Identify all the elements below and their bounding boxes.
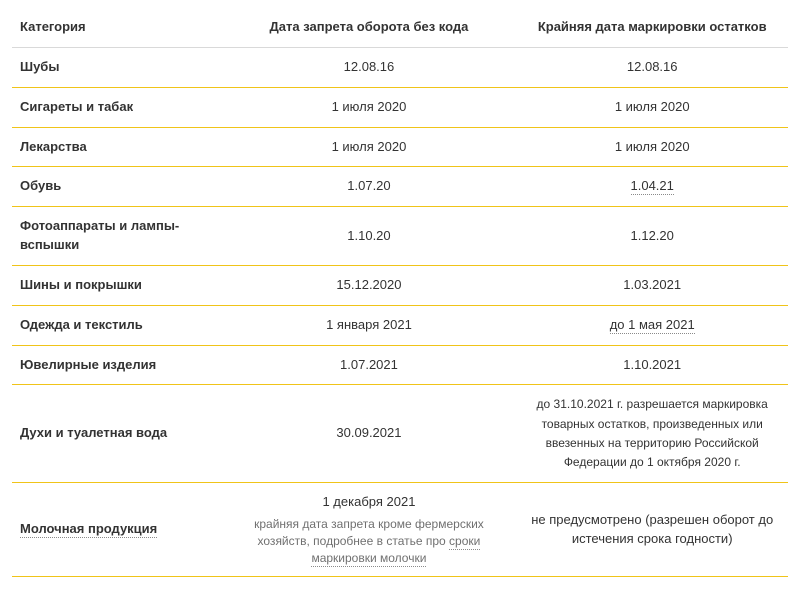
table-row: Одежда и текстиль1 января 2021 до 1 мая 2… xyxy=(12,305,788,345)
cell-deadline: до 1 мая 2021 xyxy=(516,305,788,345)
cell-deadline: 1.12.20 xyxy=(516,207,788,266)
cell-deadline: 12.08.16 xyxy=(516,47,788,87)
cell-category: Лекарства xyxy=(12,127,222,167)
cell-ban-date: 30.09.2021 xyxy=(222,385,517,483)
cell-ban-date: 1 июля 2020 xyxy=(222,87,517,127)
deadline-link[interactable]: до 1 мая 2021 xyxy=(610,317,695,334)
cell-deadline: 1.03.2021 xyxy=(516,265,788,305)
cell-deadline: не предусмотрено (разрешен оборот до ист… xyxy=(516,483,788,577)
table-header-row: Категория Дата запрета оборота без кода … xyxy=(12,8,788,47)
table-row: Обувь1.07.20 1.04.21 xyxy=(12,167,788,207)
cell-ban-date: 1.07.2021 xyxy=(222,345,517,385)
cell-category: Фотоаппараты и лампы-вспышки xyxy=(12,207,222,266)
cell-ban-date: 15.12.2020 xyxy=(222,265,517,305)
marking-deadlines-table-wrap: Категория Дата запрета оборота без кода … xyxy=(0,0,800,593)
table-row: Лекарства1 июля 20201 июля 2020 xyxy=(12,127,788,167)
table-row: Ювелирные изделия1.07.20211.10.2021 xyxy=(12,345,788,385)
table-row-dairy: Молочная продукция 1 декабря 2021 крайняя … xyxy=(12,483,788,577)
table-row: Фотоаппараты и лампы-вспышки1.10.201.12.… xyxy=(12,207,788,266)
header-category: Категория xyxy=(12,8,222,47)
cell-ban-date: 1.10.20 xyxy=(222,207,517,266)
header-ban-date: Дата запрета оборота без кода xyxy=(222,8,517,47)
cell-category: Шубы xyxy=(12,47,222,87)
cell-category: Ювелирные изделия xyxy=(12,345,222,385)
category-link[interactable]: Молочная продукция xyxy=(20,521,157,538)
table-row: Шины и покрышки15.12.20201.03.2021 xyxy=(12,265,788,305)
cell-ban-date: 12.08.16 xyxy=(222,47,517,87)
deadline-link[interactable]: 1.04.21 xyxy=(631,178,674,195)
cell-category: Одежда и текстиль xyxy=(12,305,222,345)
ban-date-main: 1 декабря 2021 xyxy=(230,493,509,512)
cell-category: Обувь xyxy=(12,167,222,207)
cell-deadline: 1 июля 2020 xyxy=(516,87,788,127)
cell-deadline: до 31.10.2021 г. разрешается маркировка … xyxy=(516,385,788,483)
cell-ban-date: 1 декабря 2021 крайняя дата запрета кроме… xyxy=(222,483,517,577)
cell-category: Шины и покрышки xyxy=(12,265,222,305)
marking-deadlines-table: Категория Дата запрета оборота без кода … xyxy=(12,8,788,577)
header-deadline: Крайняя дата маркировки остатков xyxy=(516,8,788,47)
cell-ban-date: 1 января 2021 xyxy=(222,305,517,345)
cell-ban-date: 1 июля 2020 xyxy=(222,127,517,167)
cell-deadline: 1.04.21 xyxy=(516,167,788,207)
table-row: Шубы12.08.1612.08.16 xyxy=(12,47,788,87)
ban-date-note: крайняя дата запрета кроме фермерских хо… xyxy=(230,516,509,566)
dairy-article-link[interactable]: сроки маркировки молочки xyxy=(311,534,480,567)
cell-category: Духи и туалетная вода xyxy=(12,385,222,483)
cell-ban-date: 1.07.20 xyxy=(222,167,517,207)
cell-category: Сигареты и табак xyxy=(12,87,222,127)
cell-deadline: 1 июля 2020 xyxy=(516,127,788,167)
table-row-perfume: Духи и туалетная вода30.09.2021до 31.10.… xyxy=(12,385,788,483)
table-row: Сигареты и табак1 июля 20201 июля 2020 xyxy=(12,87,788,127)
cell-deadline: 1.10.2021 xyxy=(516,345,788,385)
cell-category: Молочная продукция xyxy=(12,483,222,577)
